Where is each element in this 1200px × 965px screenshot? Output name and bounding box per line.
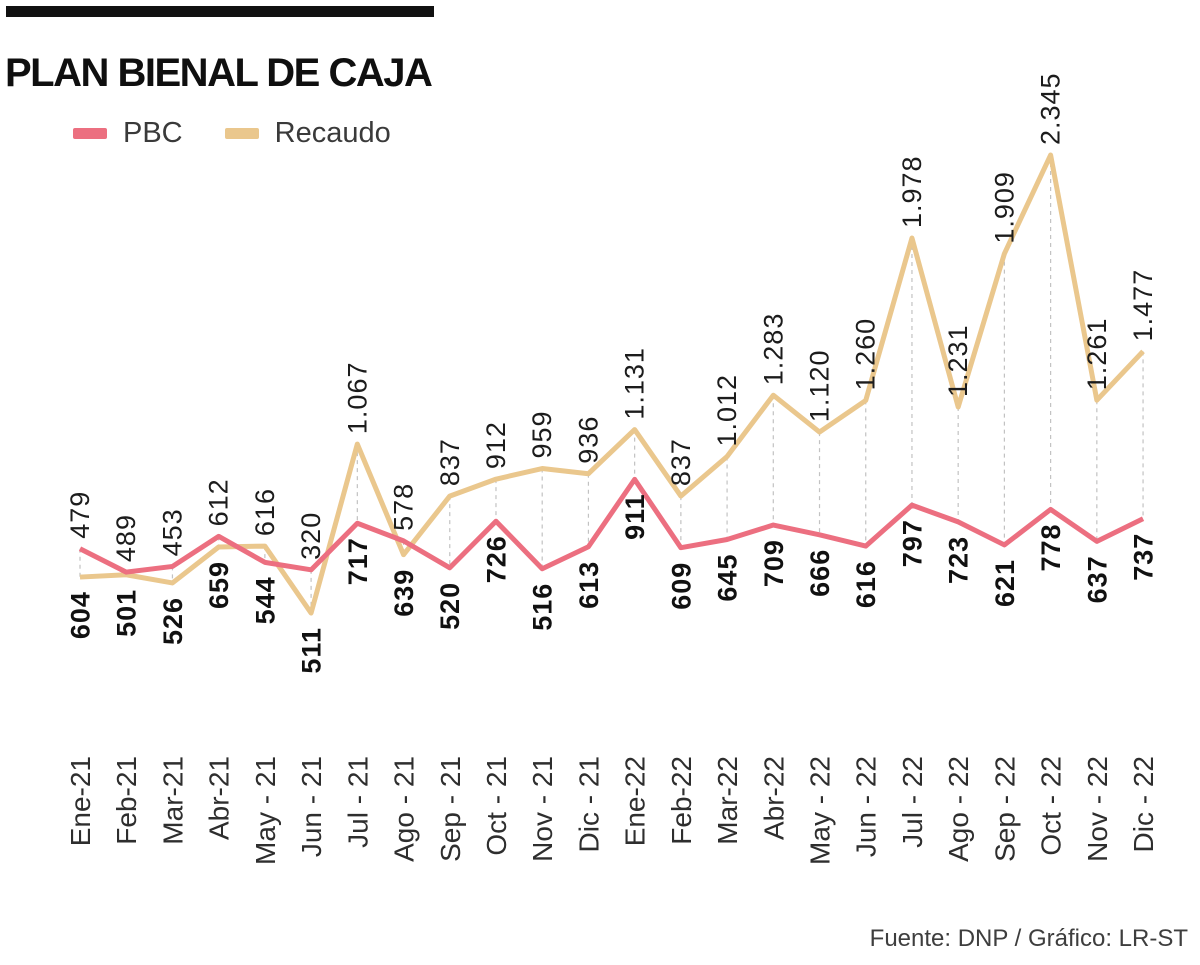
pbc-value-label: 717 [343, 537, 373, 585]
recaudo-value-label: 1.283 [758, 313, 788, 386]
legend: PBC Recaudo [73, 119, 391, 148]
recaudo-value-labels: 479 489 453 612 616 320 1.067 578 837 912 959 936 1.… [65, 72, 1158, 562]
pbc-value-label: 639 [389, 569, 419, 617]
source-note: Fuente: DNP / Gráfico: LR-ST [869, 925, 1188, 952]
x-axis-label: Mar-21 [157, 756, 188, 845]
pbc-value-label: 520 [435, 582, 465, 630]
pbc-value-label: 911 [620, 493, 650, 540]
recaudo-value-label: 489 [111, 514, 141, 562]
x-axis-label: Ago - 22 [943, 756, 974, 862]
x-axis-label: Oct - 22 [1036, 756, 1067, 856]
recaudo-value-label: 578 [389, 483, 419, 531]
x-axis-label: Oct - 21 [481, 756, 512, 856]
x-axis-label: Jul - 21 [342, 756, 373, 848]
x-axis-label: Ene-22 [620, 756, 651, 846]
x-axis-label: Mar-22 [712, 756, 743, 845]
pbc-value-label: 501 [112, 589, 142, 637]
recaudo-value-label: 479 [65, 491, 95, 539]
pbc-legend-label: PBC [123, 117, 183, 149]
pbc-value-label: 621 [990, 559, 1020, 607]
recaudo-value-label: 936 [573, 416, 603, 464]
pbc-value-label: 544 [250, 576, 280, 624]
legend-item-recaudo: Recaudo [224, 117, 391, 149]
x-axis-label: Abr-22 [758, 756, 789, 840]
recaudo-value-label: 1.260 [851, 318, 881, 391]
x-axis-label: May - 21 [250, 756, 281, 865]
x-axis-label: Jun - 21 [296, 756, 327, 857]
recaudo-value-label: 959 [527, 410, 557, 458]
recaudo-value-label: 612 [204, 478, 234, 526]
recaudo-value-label: 2.345 [1036, 72, 1066, 145]
x-axis-label: Feb-21 [111, 756, 142, 845]
pbc-value-labels: 604 501 526 659 544 511 717 639 520 726 516 613 911 6… [66, 493, 1159, 673]
recaudo-value-label: 1.067 [342, 361, 372, 434]
pbc-value-label: 709 [759, 539, 789, 587]
page-title: PLAN BIENAL DE CAJA [5, 50, 433, 95]
pbc-value-label: 616 [851, 560, 881, 608]
pbc-value-label: 723 [944, 536, 974, 584]
recaudo-value-label: 1.261 [1082, 318, 1112, 391]
x-axis-label: Abr-21 [204, 756, 235, 840]
pbc-value-label: 797 [897, 519, 927, 567]
recaudo-value-label: 1.477 [1128, 269, 1158, 342]
legend-item-pbc: PBC [73, 119, 183, 148]
pbc-value-label: 645 [713, 554, 743, 602]
recaudo-value-label: 1.012 [712, 374, 742, 447]
recaudo-value-label: 837 [666, 438, 696, 486]
pbc-value-label: 737 [1129, 533, 1159, 581]
pbc-value-label: 511 [297, 627, 327, 674]
pbc-value-label: 778 [1036, 523, 1066, 571]
x-axis-label: Feb-22 [666, 756, 697, 845]
recaudo-value-label: 1.909 [989, 171, 1019, 244]
x-axis-label: Sep - 21 [435, 756, 466, 862]
x-axis-label: Ago - 21 [389, 756, 420, 862]
pbc-value-label: 526 [158, 597, 188, 645]
pbc-line [78, 476, 1145, 575]
pbc-value-label: 659 [204, 561, 234, 609]
recaudo-value-label: 453 [157, 508, 187, 556]
recaudo-value-label: 1.231 [943, 324, 973, 397]
recaudo-legend-label: Recaudo [274, 117, 391, 149]
pbc-swatch-icon [73, 128, 107, 139]
pbc-value-label: 609 [666, 562, 696, 610]
recaudo-line [79, 152, 1145, 616]
recaudo-value-label: 1.131 [620, 347, 650, 420]
pbc-value-label: 516 [528, 583, 558, 631]
recaudo-value-label: 1.978 [897, 155, 927, 228]
pbc-value-label: 613 [574, 561, 604, 609]
x-axis-label: Nov - 21 [527, 756, 558, 862]
x-axis-labels: Ene-21 Feb-21 Mar-21 Abr-21 May - 21 Jun - 21… [65, 756, 1159, 865]
pbc-value-label: 604 [66, 591, 96, 639]
pbc-value-label: 726 [481, 535, 511, 583]
recaudo-value-label: 320 [296, 512, 326, 560]
x-axis-label: Ene-21 [65, 756, 96, 846]
top-accent-bar [6, 6, 434, 17]
recaudo-value-label: 1.120 [805, 350, 835, 423]
x-axis-label: Nov - 22 [1082, 756, 1113, 862]
recaudo-value-label: 616 [250, 488, 280, 536]
pbc-value-label: 666 [805, 549, 835, 597]
x-axis-label: Dic - 22 [1128, 756, 1159, 852]
x-axis-label: Dic - 21 [573, 756, 604, 852]
pbc-value-label: 637 [1082, 555, 1112, 603]
recaudo-swatch-icon [224, 128, 259, 139]
recaudo-value-label: 912 [481, 421, 511, 469]
x-axis-label: Jun - 22 [851, 756, 882, 857]
x-axis-label: Jul - 22 [897, 756, 928, 848]
recaudo-value-label: 837 [435, 438, 465, 486]
x-axis-label: May - 22 [805, 756, 836, 865]
x-axis-label: Sep - 22 [989, 756, 1020, 862]
